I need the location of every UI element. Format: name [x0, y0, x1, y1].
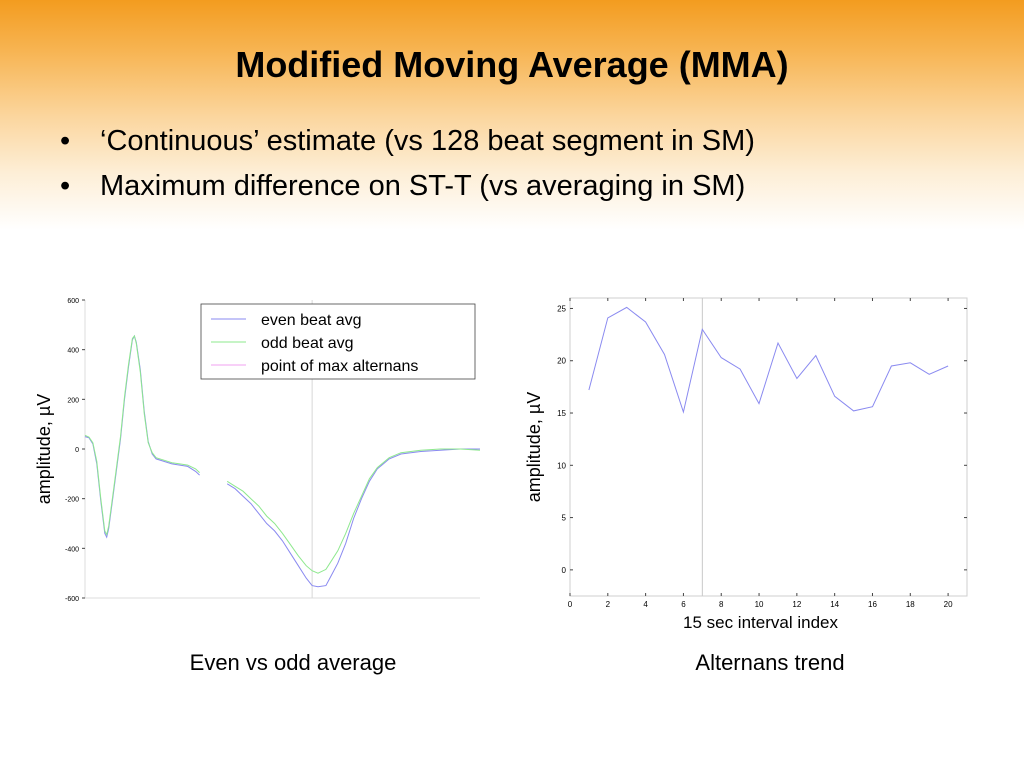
legend-label: even beat avg: [261, 312, 362, 329]
even-odd-average-chart: 600 400 200 0 -200 -400 -600 amplitude, µV even …: [34, 298, 481, 603]
series-line-even-beat-avg: [226, 448, 480, 588]
y-tick-label: 10: [557, 461, 566, 470]
header-gradient: [0, 0, 1024, 230]
y-tick-label: -200: [65, 497, 79, 504]
slide-title: Modified Moving Average (MMA): [235, 44, 789, 85]
x-tick-label: 6: [681, 600, 686, 609]
plot-frame: [569, 297, 968, 597]
bullet-list: • ‘Continuous’ estimate (vs 128 beat seg…: [60, 122, 755, 212]
x-tick-label: 10: [755, 600, 764, 609]
x-tick-label: 8: [719, 600, 724, 609]
y-axis-label: amplitude, µV: [34, 394, 54, 504]
y-tick-label: 400: [67, 348, 79, 355]
trend-series-line: [588, 306, 949, 414]
x-tick-label: 4: [643, 600, 648, 609]
bullet-text: ‘Continuous’ estimate (vs 128 beat segme…: [100, 125, 755, 157]
x-tick-label: 20: [944, 600, 953, 609]
x-tick-label: 14: [830, 600, 839, 609]
y-tick-label: 0: [562, 566, 567, 575]
x-tick-label: 12: [792, 600, 801, 609]
y-tick-label: -400: [65, 546, 79, 553]
series-line-odd-beat-avg: [84, 334, 200, 537]
caption-alternans-trend: Alternans trend: [695, 650, 845, 675]
legend-label: point of max alternans: [261, 358, 418, 375]
x-tick-label: 18: [906, 600, 915, 609]
y-tick-label: 15: [557, 409, 566, 418]
x-tick-label: 0: [568, 600, 573, 609]
y-tick-label: -600: [65, 596, 79, 603]
y-tick-label: 200: [67, 397, 79, 404]
x-axis-label: 15 sec interval index: [683, 613, 838, 632]
y-tick-label: 20: [557, 357, 566, 366]
bullet-item: • ‘Continuous’ estimate (vs 128 beat seg…: [60, 122, 755, 167]
y-tick-label: 5: [562, 514, 567, 523]
caption-even-vs-odd: Even vs odd average: [189, 650, 397, 675]
bullet-item: • Maximum difference on ST-T (vs averagi…: [60, 167, 755, 212]
x-tick-label: 2: [606, 600, 611, 609]
series-line-odd-beat-avg: [226, 448, 481, 574]
alternans-trend-chart: 0 5 10 15 20 25 0 2 4 6 8 10 12 14 16 18 20 15 sec interv…: [524, 297, 968, 632]
bullet-glyph: •: [60, 170, 71, 202]
y-tick-label: 600: [67, 298, 79, 305]
legend-box: [200, 303, 476, 380]
bullet-text: Maximum difference on ST-T (vs averaging…: [100, 170, 746, 202]
y-axis-label: amplitude, µV: [524, 392, 544, 502]
y-tick-label: 25: [557, 304, 566, 313]
bullet-glyph: •: [60, 125, 71, 157]
y-tick-label: 0: [75, 447, 79, 454]
legend-label: odd beat avg: [261, 335, 354, 352]
x-tick-label: 16: [868, 600, 877, 609]
